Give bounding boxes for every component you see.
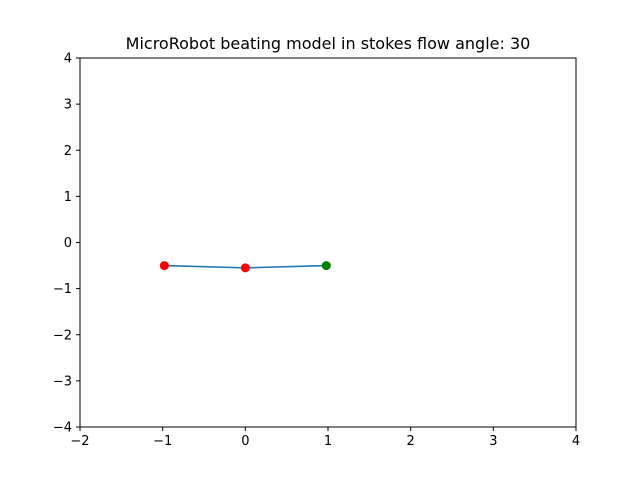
y-tick-label: 4 [64, 52, 72, 67]
x-tick-label: 0 [241, 434, 249, 449]
data-point [321, 261, 331, 271]
series-layer [159, 261, 331, 273]
x-tick-label: −2 [70, 434, 89, 449]
y-tick-label: −2 [53, 328, 72, 343]
chart-title: MicroRobot beating model in stokes flow … [126, 34, 531, 53]
x-tick-label: −1 [153, 434, 172, 449]
x-tick-label: 2 [407, 434, 415, 449]
y-tick-label: −3 [53, 374, 72, 389]
x-tick-label: 3 [489, 434, 497, 449]
y-tick-label: 0 [64, 236, 72, 251]
y-tick-label: 1 [64, 190, 72, 205]
x-axis: −2 −1 0 1 2 3 4 [70, 427, 580, 449]
y-axis: −4 −3 −2 −1 0 1 2 3 4 [53, 52, 80, 436]
plot-frame [79, 57, 577, 428]
y-tick-label: −1 [53, 282, 72, 297]
y-tick-label: 2 [64, 144, 72, 159]
x-tick-label: 1 [324, 434, 332, 449]
data-point [159, 261, 169, 271]
y-tick-label: 3 [64, 98, 72, 113]
y-tick-label: −4 [53, 421, 72, 436]
data-point [240, 263, 250, 273]
x-tick-label: 4 [572, 434, 580, 449]
